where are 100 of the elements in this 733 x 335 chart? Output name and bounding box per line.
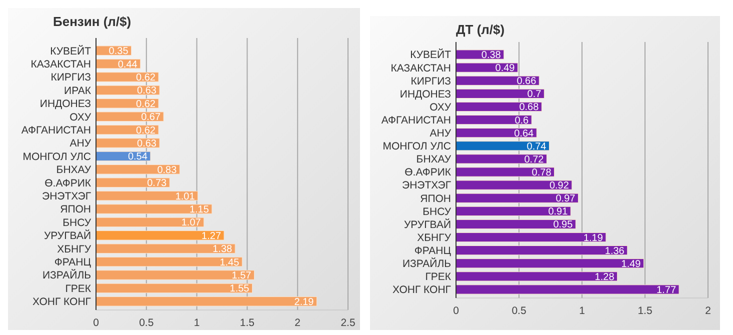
data-label: 0.74 [526, 141, 547, 152]
bar [96, 190, 198, 201]
x-tick-label: 2.5 [340, 317, 356, 329]
bar [456, 180, 572, 190]
bar [456, 206, 571, 216]
bar [456, 167, 555, 177]
data-label: 1.07 [181, 218, 202, 229]
y-tick-label: КУВЕЙТ [410, 48, 452, 62]
y-tick-label: КАЗАКСТАН [390, 62, 451, 74]
bar [96, 72, 159, 82]
x-tick-label: 0 [453, 305, 460, 317]
y-tick-label: ИЗРАЙЛЬ [42, 268, 92, 282]
data-label: 0.49 [495, 63, 516, 74]
x-tick-label: 1 [194, 317, 200, 329]
y-tick-label: БНСУ [62, 216, 92, 229]
y-tick-label: ЯПОН [60, 204, 91, 216]
data-label: 0.91 [548, 206, 568, 218]
y-tick-label: УРУГВАЙ [404, 218, 451, 231]
y-tick-label: ИЗРАЙЛЬ [402, 257, 452, 270]
x-tick-label: 2 [705, 305, 712, 317]
y-tick-label: ХБНГУ [417, 232, 452, 244]
data-label: 0.68 [519, 102, 540, 114]
y-tick-label: УРУГВАЙ [44, 229, 91, 242]
data-label: 1.15 [189, 204, 210, 216]
data-label: 0.62 [136, 125, 156, 136]
data-label: 0.62 [136, 72, 156, 84]
data-label: 0.64 [514, 128, 534, 140]
data-label: 0.66 [516, 76, 537, 88]
y-tick-label: БНХАУ [416, 154, 452, 166]
bar [96, 230, 224, 240]
data-label: 0.7 [527, 89, 542, 100]
y-tick-label: ИРАК [64, 84, 92, 97]
bar [456, 219, 576, 230]
bar [456, 245, 628, 256]
y-tick-label: БНСУ [422, 206, 452, 218]
y-tick-label: КИРГИЗ [410, 75, 451, 88]
bar [96, 283, 252, 294]
bar [96, 178, 170, 188]
y-tick-label: АНУ [430, 128, 452, 140]
bar [456, 76, 540, 86]
bar [96, 244, 236, 254]
data-label: 0.38 [481, 50, 502, 62]
y-tick-label: КУВЕЙТ [50, 44, 92, 58]
data-label: 1.49 [621, 258, 642, 270]
bar [96, 98, 159, 108]
bar [456, 272, 618, 282]
y-tick-label: ИНДОНЕЗ [400, 88, 451, 100]
bar [456, 258, 644, 268]
data-label: 0.78 [532, 168, 552, 178]
y-tick-label: ГРЕК [65, 282, 92, 295]
data-label: 0.73 [147, 178, 168, 190]
data-label: 0.54 [128, 152, 148, 163]
y-tick-label: Ө.АФРИК [44, 177, 92, 190]
x-tick-label: 1 [579, 305, 586, 317]
x-tick-label: 0.5 [139, 317, 154, 329]
data-label: 1.01 [175, 191, 196, 202]
data-label: 0.35 [108, 46, 129, 58]
y-tick-label: КИРГИЗ [50, 72, 91, 84]
x-tick-label: 2 [294, 317, 301, 329]
data-label: 1.19 [583, 232, 604, 244]
y-tick-label: ФРАНЦ [414, 244, 452, 257]
data-label: 0.67 [141, 112, 161, 124]
bar [96, 296, 317, 306]
data-label: 2.19 [294, 296, 314, 308]
y-tick-label: ХБНГУ [57, 243, 92, 256]
data-label: 1.38 [212, 244, 233, 256]
bar [96, 256, 242, 267]
bar [96, 217, 204, 228]
data-label: 1.36 [604, 246, 625, 257]
bar [96, 112, 164, 122]
data-label: 0.6 [514, 115, 530, 126]
data-label: 0.83 [157, 164, 178, 176]
data-label: 1.57 [232, 270, 252, 282]
x-tick-label: 1.5 [638, 305, 652, 317]
data-label: 0.62 [136, 98, 156, 110]
chart-title: Бензин (л/$) [53, 14, 132, 29]
y-tick-label: АФГАНИСТАН [381, 114, 451, 126]
data-label: 1.28 [594, 272, 615, 283]
y-tick-label: ХОНГ КОНГ [392, 284, 452, 296]
bar [456, 232, 606, 242]
x-tick-label: 0.5 [512, 305, 526, 317]
data-label: 0.92 [549, 180, 570, 192]
bar [456, 62, 518, 72]
bar [456, 114, 532, 125]
bar [96, 204, 212, 214]
data-label: 0.95 [553, 220, 574, 231]
data-label: 1.27 [202, 230, 222, 242]
y-tick-label: ГРЕК [425, 271, 452, 284]
x-tick-label: 0 [93, 317, 100, 329]
data-label: 0.63 [137, 138, 157, 150]
y-tick-label: ИНДОНЕЗ [40, 98, 91, 110]
y-tick-label: ОХУ [430, 101, 452, 114]
y-tick-label: БНХАУ [56, 164, 92, 176]
y-tick-label: КАЗАКСТАН [30, 58, 91, 70]
bar [456, 284, 680, 294]
y-tick-label: ФРАНЦ [54, 256, 92, 268]
bar [456, 154, 547, 164]
y-tick-label: ЭНЭТХЭГ [42, 190, 92, 202]
bar [456, 141, 550, 151]
y-tick-label: АФГАНИСТАН [21, 124, 91, 136]
